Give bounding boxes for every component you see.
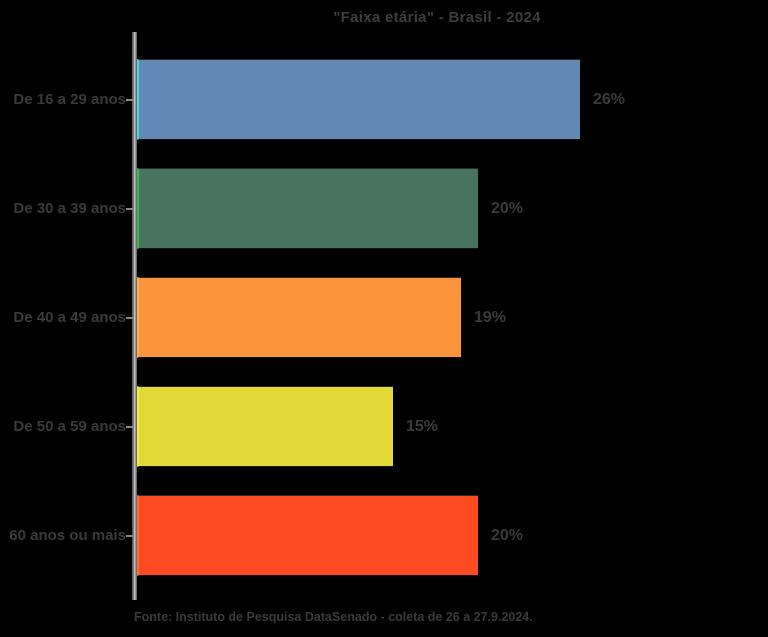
bar-row: De 30 a 39 anos 20% <box>0 168 768 249</box>
bar-row: De 50 a 59 anos 15% <box>0 386 768 467</box>
bar-row: 60 anos ou mais 20% <box>0 495 768 576</box>
category-label: De 40 a 49 anos <box>13 309 126 326</box>
axis-tick <box>126 426 133 428</box>
category-label: De 50 a 59 anos <box>13 418 126 435</box>
axis-tick <box>126 317 133 319</box>
bar <box>137 386 393 467</box>
bar <box>137 495 478 576</box>
value-label: 20% <box>491 199 524 217</box>
axis-tick <box>126 99 133 101</box>
y-axis-line <box>132 32 137 600</box>
bar <box>137 168 478 249</box>
bar <box>137 59 580 140</box>
source-caption: Fonte: Instituto de Pesquisa DataSenado … <box>134 610 533 624</box>
bar-row: De 16 a 29 anos 26% <box>0 59 768 140</box>
bar-row: De 40 a 49 anos 19% <box>0 277 768 358</box>
chart-title: "Faixa etária" - Brasil - 2024 <box>333 9 541 26</box>
value-label: 26% <box>593 90 626 108</box>
axis-tick <box>126 535 133 537</box>
category-label: 60 anos ou mais <box>9 527 126 544</box>
value-label: 19% <box>474 308 507 326</box>
value-label: 15% <box>406 417 439 435</box>
value-label: 20% <box>491 526 524 544</box>
category-label: De 16 a 29 anos <box>13 91 126 108</box>
bar <box>137 277 461 358</box>
category-label: De 30 a 39 anos <box>13 200 126 217</box>
axis-tick <box>126 208 133 210</box>
